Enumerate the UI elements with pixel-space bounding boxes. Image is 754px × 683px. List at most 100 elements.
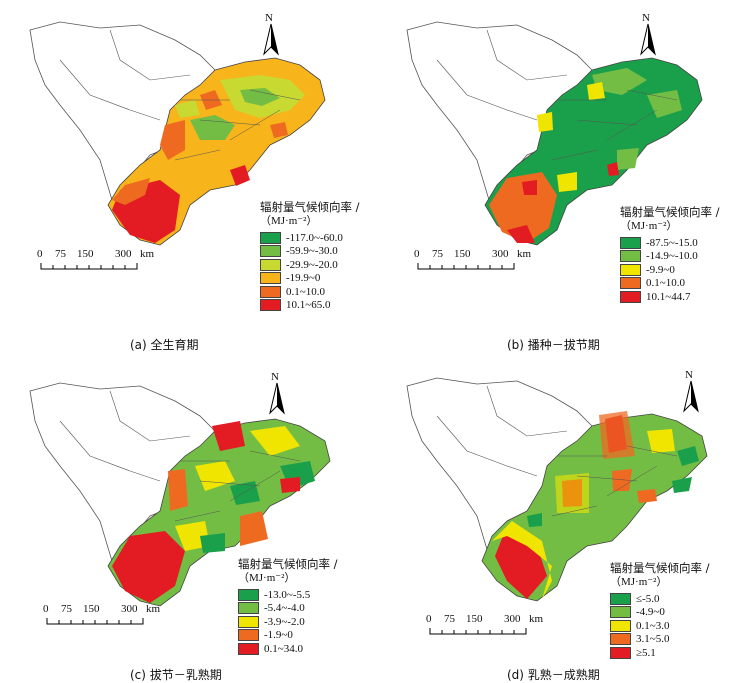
legend-label: -9.9~0: [646, 263, 675, 276]
legend-item: 0.1~34.0: [238, 642, 338, 656]
legend-label: 0.1~3.0: [636, 619, 670, 632]
scale-tick-label: 300: [121, 603, 138, 615]
legend-swatch: [610, 592, 631, 605]
legend-label: -29.9~-20.0: [286, 258, 338, 271]
legend-swatch: [620, 236, 641, 249]
legend-label: -14.9~-10.0: [646, 250, 698, 263]
legend-swatch: [610, 646, 631, 659]
north-arrow-icon: [263, 23, 279, 56]
legend-item: -1.9~0: [238, 629, 338, 643]
scale-tick-label: 75: [432, 248, 443, 260]
legend-label: 10.1~65.0: [286, 299, 331, 312]
legend-c: 辐射量气候倾向率 / （MJ·m⁻²） -13.0~-5.5 -5.4~-4.0…: [238, 557, 338, 656]
legend-label: ≤-5.0: [636, 592, 660, 605]
legend-label: 0.1~10.0: [646, 277, 685, 290]
legend-swatch: [620, 290, 641, 303]
legend-swatch: [238, 642, 259, 655]
caption-b: (b) 播种－拔节期: [507, 338, 600, 352]
legend-item: -9.9~0: [620, 263, 720, 277]
legend-unit: （MJ·m⁻²）: [620, 220, 678, 232]
north-label: N: [271, 371, 279, 383]
caption-d: (d) 乳熟－成熟期: [507, 668, 600, 682]
scale-tick-label: 150: [466, 613, 483, 625]
legend-item: ≤-5.0: [610, 592, 710, 606]
scale-tick-label: 0: [37, 248, 43, 260]
legend-item: -5.4~-4.0: [238, 602, 338, 616]
scale-ruler: [417, 263, 515, 270]
legend-item: -29.9~-20.0: [260, 258, 360, 272]
map-b: [406, 21, 703, 246]
map-d: [406, 377, 708, 602]
legend-label: -1.9~0: [264, 629, 293, 642]
scale-tick-label: 75: [61, 603, 72, 615]
legend-label: 0.1~34.0: [264, 642, 303, 655]
scale-tick-label: 300: [504, 613, 521, 625]
scale-unit: km: [140, 248, 155, 260]
legend-item: -19.9~0: [260, 272, 360, 286]
scale-tick-label: 75: [444, 613, 455, 625]
panel-a: N 辐射量气候倾向率 / （MJ·m⁻²） -117.0~-60.0 -59.9…: [0, 0, 377, 352]
panel-d: N 辐射量气候倾向率 / （MJ·m⁻²） ≤-5.0 -4.9~0 0.1~3…: [377, 341, 754, 682]
legend-swatch: [238, 588, 259, 601]
legend-swatch: [260, 258, 281, 271]
legend-swatch: [610, 633, 631, 646]
legend-swatch: [620, 277, 641, 290]
legend-title: 辐射量气候倾向率 /: [260, 200, 360, 214]
north-arrow-c: N: [268, 371, 286, 421]
panel-c: N 辐射量气候倾向率 / （MJ·m⁻²） -13.0~-5.5 -5.4~-4…: [0, 341, 377, 682]
scale-bar-a: 0 75 150 300 km: [37, 248, 200, 273]
legend-item: -3.9~-2.0: [238, 615, 338, 629]
legend-unit: （MJ·m⁻²）: [238, 572, 296, 584]
legend-item: ≥5.1: [610, 646, 710, 660]
legend-item: -13.0~-5.5: [238, 588, 338, 602]
legend-label: ≥5.1: [636, 646, 656, 659]
legend-title: 辐射量气候倾向率 /: [238, 557, 338, 571]
legend-label: 10.1~44.7: [646, 290, 691, 303]
scale-tick-label: 0: [43, 603, 49, 615]
north-arrow-icon: [640, 23, 656, 56]
legend-item: -14.9~-10.0: [620, 250, 720, 264]
north-label: N: [642, 12, 650, 24]
legend-item: 10.1~44.7: [620, 290, 720, 304]
legend-label: -117.0~-60.0: [286, 231, 343, 244]
legend-label: -5.4~-4.0: [264, 602, 305, 615]
north-arrow-icon: [683, 380, 699, 413]
legend-item: -117.0~-60.0: [260, 231, 360, 245]
legend-swatch: [238, 615, 259, 628]
legend-item: 10.1~65.0: [260, 299, 360, 313]
legend-title: 辐射量气候倾向率 /: [610, 561, 710, 575]
legend-swatch: [620, 250, 641, 263]
legend-swatch: [610, 619, 631, 632]
map-a: [29, 21, 326, 246]
legend-swatch: [238, 602, 259, 615]
legend-swatch: [260, 272, 281, 285]
scale-ruler: [40, 263, 138, 270]
scale-ruler: [429, 628, 527, 635]
scale-tick-label: 0: [414, 248, 420, 260]
scale-bar-d: 0 75 150 300 km: [426, 613, 589, 638]
north-label: N: [685, 369, 693, 381]
caption-c: (c) 拔节－乳熟期: [130, 668, 222, 682]
panel-b: N 辐射量气候倾向率 / （MJ·m⁻²） -87.5~-15.0 -14.9~…: [377, 0, 754, 352]
legend-title: 辐射量气候倾向率 /: [620, 205, 720, 219]
caption-a: (a) 全生育期: [130, 338, 199, 352]
scale-ruler: [46, 618, 144, 625]
legend-a: 辐射量气候倾向率 / （MJ·m⁻²） -117.0~-60.0 -59.9~-…: [260, 200, 360, 312]
scale-tick-label: 75: [55, 248, 66, 260]
legend-swatch: [238, 629, 259, 642]
legend-item: -87.5~-15.0: [620, 236, 720, 250]
legend-swatch: [610, 606, 631, 619]
legend-unit: （MJ·m⁻²）: [260, 215, 318, 227]
scale-bar-c: 0 75 150 300 km: [43, 603, 206, 628]
legend-d: 辐射量气候倾向率 / （MJ·m⁻²） ≤-5.0 -4.9~0 0.1~3.0…: [610, 561, 710, 660]
legend-label: -13.0~-5.5: [264, 588, 311, 601]
legend-swatch: [260, 299, 281, 312]
scale-unit: km: [517, 248, 532, 260]
scale-tick-label: 0: [426, 613, 432, 625]
legend-swatch: [260, 231, 281, 244]
legend-label: 0.1~10.0: [286, 285, 325, 298]
legend-label: -3.9~-2.0: [264, 615, 305, 628]
legend-item: -59.9~-30.0: [260, 245, 360, 259]
scale-unit: km: [146, 603, 161, 615]
legend-b: 辐射量气候倾向率 / （MJ·m⁻²） -87.5~-15.0 -14.9~-1…: [620, 205, 720, 304]
